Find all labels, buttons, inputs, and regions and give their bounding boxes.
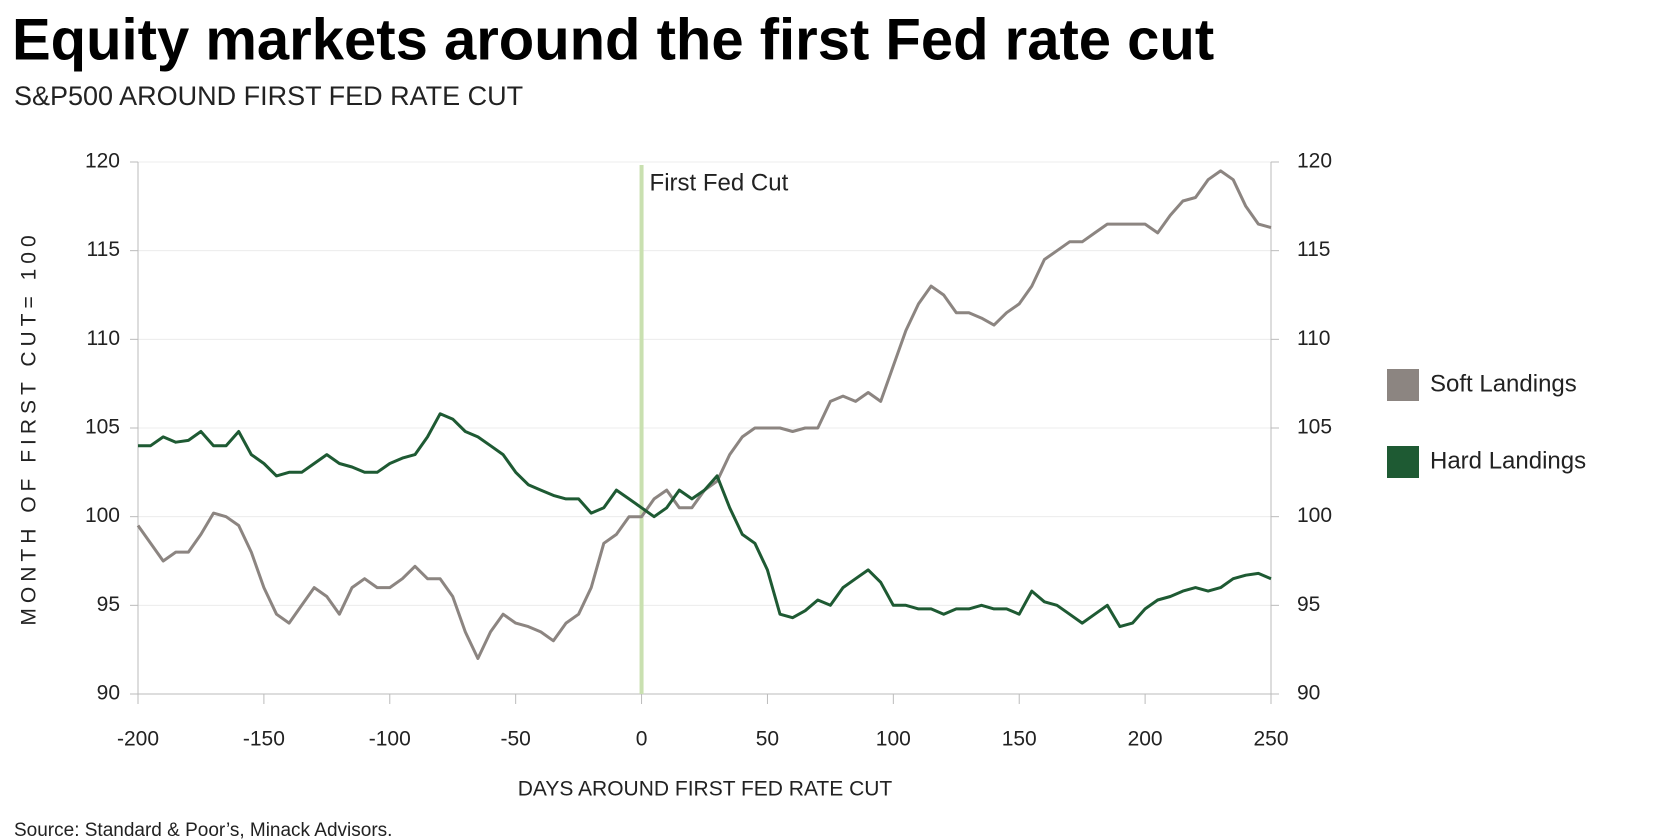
y-tick-label: 120: [85, 150, 120, 173]
x-tick-label: 50: [756, 728, 779, 751]
y-tick-label: 115: [87, 238, 120, 261]
y-tick-label: 90: [97, 682, 120, 705]
chart-title: Equity markets around the first Fed rate…: [12, 7, 1214, 72]
y2-tick-label: 90: [1297, 682, 1320, 705]
x-tick-label: 200: [1128, 728, 1163, 751]
legend-label: Soft Landings: [1430, 370, 1577, 397]
x-tick-label: 150: [1002, 728, 1037, 751]
y-tick-label: 105: [85, 416, 120, 439]
y-tick-label: 95: [97, 593, 120, 616]
legend-swatch: [1387, 446, 1419, 478]
legend-label: Hard Landings: [1430, 447, 1586, 474]
x-tick-label: -200: [117, 728, 159, 751]
x-tick-label: -150: [243, 728, 285, 751]
x-tick-label: 0: [636, 728, 648, 751]
y-axis-label: MONTH OF FIRST CUT= 100: [18, 230, 41, 625]
legend-swatch: [1387, 369, 1419, 401]
y2-tick-label: 105: [1297, 416, 1332, 439]
x-tick-label: 250: [1253, 728, 1288, 751]
y-tick-label: 110: [87, 327, 120, 350]
series-line: [138, 412, 1272, 629]
y2-tick-label: 115: [1297, 238, 1330, 261]
y2-tick-label: 100: [1297, 504, 1332, 527]
source-note: Source: Standard & Poor’s, Minack Adviso…: [14, 820, 392, 840]
y2-tick-label: 95: [1297, 593, 1320, 616]
chart-subtitle: S&P500 AROUND FIRST FED RATE CUT: [14, 81, 523, 111]
y2-tick-label: 110: [1297, 327, 1330, 350]
x-axis-label: DAYS AROUND FIRST FED RATE CUT: [518, 778, 893, 801]
series-line: [136, 169, 1272, 660]
x-tick-label: 100: [876, 728, 911, 751]
x-tick-label: -100: [369, 728, 411, 751]
annotation-label: First Fed Cut: [650, 169, 789, 196]
y-tick-label: 100: [85, 504, 120, 527]
y2-tick-label: 120: [1297, 150, 1332, 173]
x-tick-label: -50: [500, 728, 530, 751]
